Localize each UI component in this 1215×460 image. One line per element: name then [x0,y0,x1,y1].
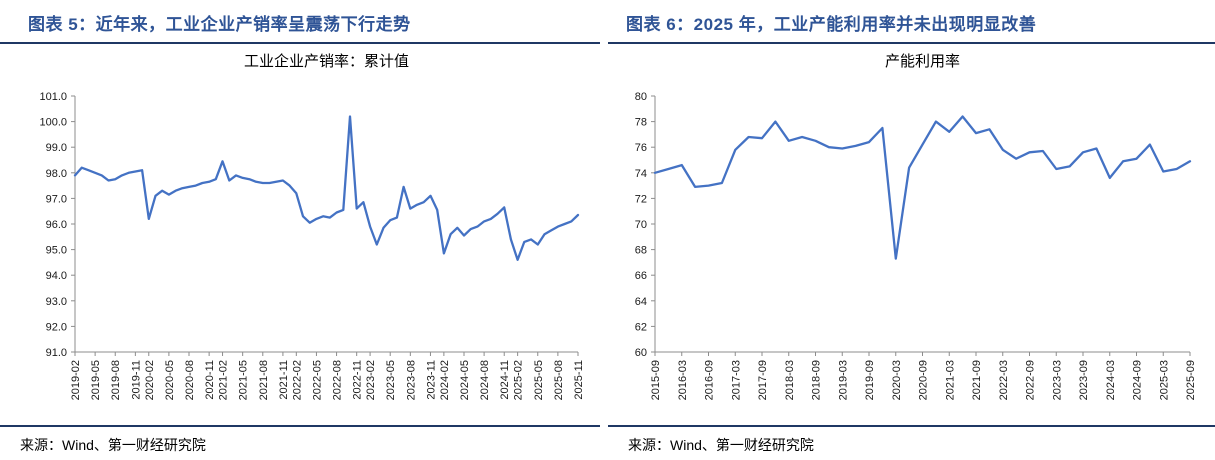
svg-text:2024-08: 2024-08 [479,360,491,400]
svg-text:100.0: 100.0 [39,117,67,129]
svg-text:2017-09: 2017-09 [757,360,769,400]
svg-text:2023-11: 2023-11 [425,360,437,400]
svg-text:2020-02: 2020-02 [144,360,156,400]
panel-figure-5: 图表 5：近年来，工业企业产销率呈震荡下行走势 工业企业产销率：累计值 91.0… [0,0,600,460]
svg-text:2019-02: 2019-02 [70,360,82,400]
figure-6-header: 图表 6：2025 年，工业产能利用率并未出现明显改善 [608,0,1215,44]
svg-text:2023-05: 2023-05 [385,360,397,400]
figure-5-line-chart: 91.0 92.0 93.0 94.0 95.0 96.0 97.0 98.0 99.0 100.… [39,91,585,400]
svg-text:2019-08: 2019-08 [110,360,122,400]
svg-text:2024-03: 2024-03 [1105,360,1117,400]
svg-text:94.0: 94.0 [46,270,67,282]
svg-text:64: 64 [635,296,647,308]
svg-text:2021-05: 2021-05 [238,360,250,400]
svg-text:60: 60 [635,347,647,359]
svg-text:2019-05: 2019-05 [90,360,102,400]
svg-text:2016-03: 2016-03 [677,360,689,400]
svg-text:98.0: 98.0 [46,168,67,180]
svg-text:62: 62 [635,321,647,333]
svg-text:95.0: 95.0 [46,245,67,257]
svg-text:2020-05: 2020-05 [164,360,176,400]
svg-text:2020-03: 2020-03 [891,360,903,400]
svg-text:2020-11: 2020-11 [204,360,216,400]
svg-text:2023-09: 2023-09 [1078,360,1090,400]
panel-figure-6: 图表 6：2025 年，工业产能利用率并未出现明显改善 产能利用率 60 62 64… [608,0,1215,460]
svg-text:2019-11: 2019-11 [130,360,142,400]
svg-text:2018-03: 2018-03 [784,360,796,400]
svg-text:66: 66 [635,270,647,282]
figure-6-chart-title: 产能利用率 [884,53,960,70]
svg-text:2021-03: 2021-03 [944,360,956,400]
svg-text:78: 78 [635,117,647,129]
svg-text:2025-03: 2025-03 [1158,360,1170,400]
svg-text:2024-02: 2024-02 [439,360,451,400]
svg-text:2019-09: 2019-09 [864,360,876,400]
svg-text:91.0: 91.0 [46,347,67,359]
svg-text:2021-11: 2021-11 [278,360,290,400]
svg-text:70: 70 [635,219,647,231]
svg-text:2016-09: 2016-09 [704,360,716,400]
svg-text:80: 80 [635,91,647,103]
svg-text:2015-09: 2015-09 [650,360,662,400]
svg-text:2021-02: 2021-02 [218,360,230,400]
svg-text:2025-02: 2025-02 [513,360,525,400]
svg-text:2022-09: 2022-09 [1025,360,1037,400]
figure-6-source: 来源：Wind、第一财经研究院 [608,425,1215,460]
figure-5-source: 来源：Wind、第一财经研究院 [0,425,600,460]
svg-text:2018-09: 2018-09 [811,360,823,400]
svg-text:2020-09: 2020-09 [918,360,930,400]
svg-text:2021-08: 2021-08 [258,360,270,400]
svg-text:92.0: 92.0 [46,321,67,333]
svg-text:2024-11: 2024-11 [499,360,511,400]
svg-text:93.0: 93.0 [46,296,67,308]
svg-text:2022-08: 2022-08 [332,360,344,400]
svg-text:2023-08: 2023-08 [405,360,417,400]
svg-text:2019-03: 2019-03 [837,360,849,400]
svg-text:2025-08: 2025-08 [553,360,565,400]
svg-text:2017-03: 2017-03 [730,360,742,400]
svg-text:97.0: 97.0 [46,193,67,205]
svg-text:101.0: 101.0 [39,91,67,103]
svg-text:2022-11: 2022-11 [352,360,364,400]
svg-text:99.0: 99.0 [46,142,67,154]
figure-6-line-chart: 60 62 64 66 68 70 72 74 76 78 80 2015-09 2016-03 2016… [635,91,1197,400]
svg-text:72: 72 [635,193,647,205]
svg-text:74: 74 [635,168,647,180]
svg-text:68: 68 [635,245,647,257]
svg-text:2023-03: 2023-03 [1051,360,1063,400]
svg-text:96.0: 96.0 [46,219,67,231]
svg-text:2024-09: 2024-09 [1132,360,1144,400]
svg-text:2025-05: 2025-05 [533,360,545,400]
svg-text:2022-03: 2022-03 [998,360,1010,400]
svg-text:2020-08: 2020-08 [184,360,196,400]
svg-text:2024-05: 2024-05 [459,360,471,400]
svg-text:2021-09: 2021-09 [971,360,983,400]
figure-5-chart-title: 工业企业产销率：累计值 [243,53,409,70]
svg-text:2022-05: 2022-05 [311,360,323,400]
figure-5-header: 图表 5：近年来，工业企业产销率呈震荡下行走势 [0,0,600,44]
svg-text:76: 76 [635,142,647,154]
svg-text:2022-02: 2022-02 [291,360,303,400]
svg-text:2023-02: 2023-02 [365,360,377,400]
svg-text:2025-11: 2025-11 [573,360,585,400]
svg-text:2025-09: 2025-09 [1185,360,1197,400]
